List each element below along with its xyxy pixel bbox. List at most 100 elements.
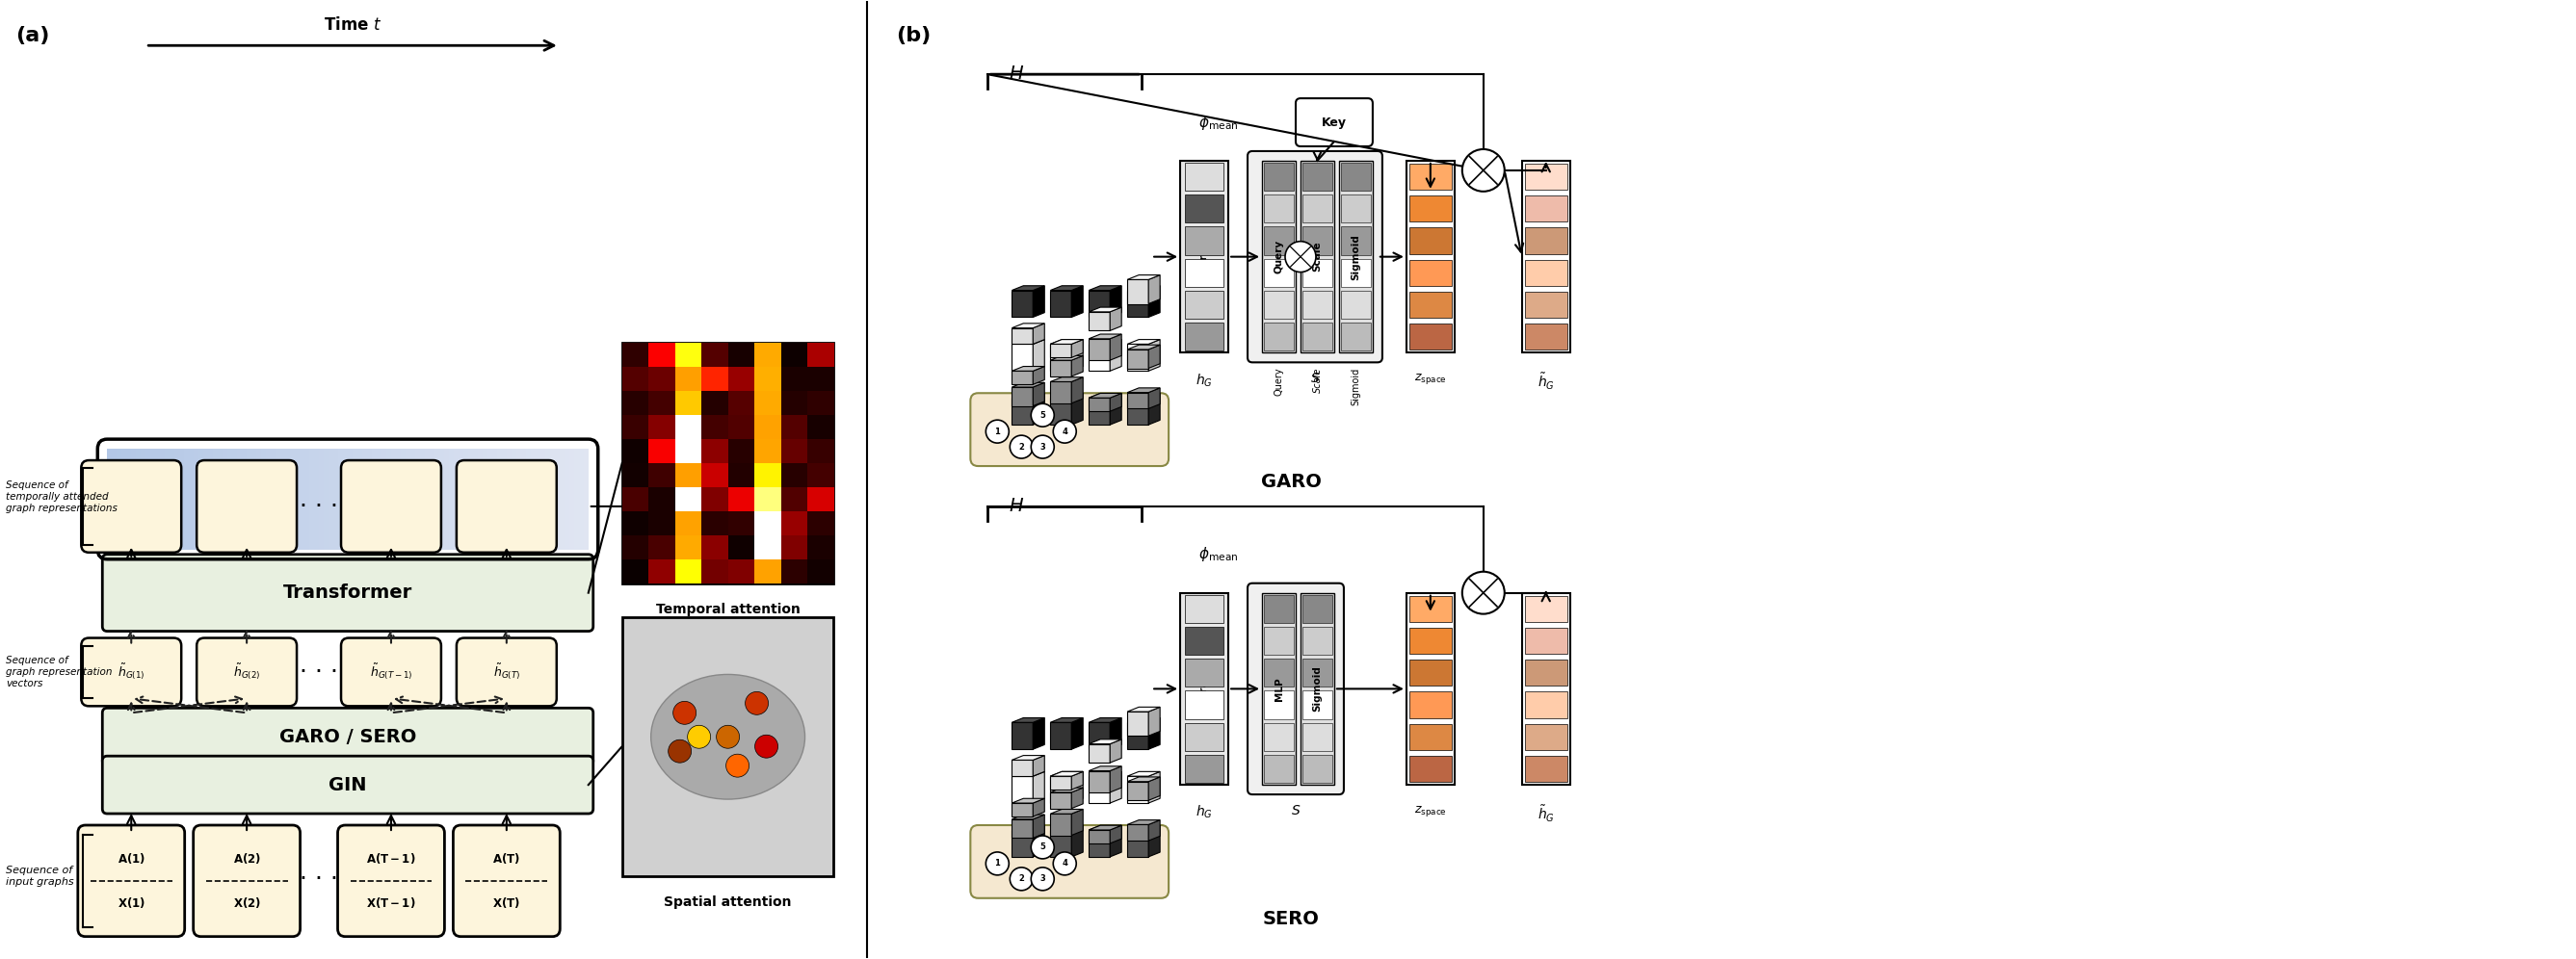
Bar — [1012, 830, 1033, 856]
Bar — [1090, 722, 1110, 749]
Text: $z_{\mathrm{space}}$: $z_{\mathrm{space}}$ — [1414, 804, 1448, 818]
FancyBboxPatch shape — [82, 638, 180, 706]
Polygon shape — [1072, 339, 1082, 371]
Bar — [564, 449, 569, 550]
Text: $h_{G_{\mathrm{dyn}}}$: $h_{G_{\mathrm{dyn}}}$ — [770, 498, 796, 515]
Bar — [1265, 322, 1293, 351]
FancyBboxPatch shape — [456, 460, 556, 552]
Bar — [1303, 163, 1332, 191]
Bar — [214, 449, 219, 550]
Text: GARO / SERO: GARO / SERO — [278, 728, 417, 746]
Bar — [580, 449, 585, 550]
Bar — [1185, 595, 1224, 623]
Text: · · ·: · · · — [299, 867, 337, 891]
Circle shape — [987, 420, 1010, 443]
Bar — [477, 449, 482, 550]
Bar — [425, 449, 430, 550]
FancyBboxPatch shape — [193, 825, 301, 937]
Circle shape — [688, 725, 711, 748]
Bar — [142, 449, 147, 550]
Text: $\tilde{h}_{G(T)}$: $\tilde{h}_{G(T)}$ — [492, 662, 520, 682]
Circle shape — [667, 739, 690, 762]
Bar — [1012, 398, 1033, 425]
FancyBboxPatch shape — [103, 708, 592, 765]
Text: $\tilde{h}_G$: $\tilde{h}_G$ — [1538, 804, 1553, 825]
Text: $\tilde{h}_G$: $\tilde{h}_G$ — [1538, 372, 1553, 392]
Circle shape — [1054, 420, 1077, 443]
Polygon shape — [1090, 739, 1121, 744]
Polygon shape — [1149, 286, 1159, 317]
Bar — [1525, 691, 1566, 718]
Bar — [1012, 722, 1033, 749]
Polygon shape — [1012, 826, 1043, 830]
Text: $\tilde{h}_{G(T-1)}$: $\tilde{h}_{G(T-1)}$ — [368, 662, 412, 682]
Bar — [1265, 163, 1293, 191]
Bar — [1303, 322, 1332, 351]
Text: 4: 4 — [1061, 859, 1066, 868]
FancyBboxPatch shape — [337, 825, 446, 937]
Text: Sigmoid: Sigmoid — [1350, 234, 1360, 280]
Polygon shape — [1072, 787, 1082, 808]
Polygon shape — [1072, 356, 1082, 376]
Bar — [1012, 760, 1033, 776]
Polygon shape — [1110, 739, 1121, 762]
Polygon shape — [1072, 772, 1082, 789]
Text: Key: Key — [1321, 116, 1347, 129]
Bar — [1342, 322, 1370, 351]
Text: Scale: Scale — [1314, 242, 1321, 272]
Bar — [116, 449, 121, 550]
Bar — [1185, 659, 1224, 687]
FancyBboxPatch shape — [1247, 583, 1345, 794]
Bar — [420, 449, 425, 550]
Polygon shape — [1110, 772, 1121, 803]
Text: Sigmoid: Sigmoid — [1350, 367, 1360, 405]
Bar — [1090, 830, 1110, 843]
Polygon shape — [1149, 387, 1159, 409]
Bar — [541, 449, 546, 550]
Polygon shape — [1072, 809, 1082, 835]
Bar — [1090, 398, 1110, 411]
FancyBboxPatch shape — [340, 460, 440, 552]
Text: $\mathbf{A(T)}$: $\mathbf{A(T)}$ — [492, 852, 520, 866]
Polygon shape — [1072, 393, 1082, 425]
Bar — [1342, 163, 1370, 191]
Bar — [464, 449, 469, 550]
Text: 3: 3 — [1041, 442, 1046, 451]
Bar — [1525, 724, 1566, 750]
Bar — [536, 449, 541, 550]
Bar — [520, 449, 526, 550]
Polygon shape — [1110, 766, 1121, 792]
Bar — [1525, 164, 1566, 190]
Bar — [170, 449, 175, 550]
Bar — [1128, 825, 1149, 841]
Polygon shape — [1128, 820, 1159, 825]
Bar — [1090, 344, 1110, 371]
Bar — [453, 449, 459, 550]
Circle shape — [1463, 572, 1504, 614]
Bar — [1409, 196, 1453, 222]
Bar — [1525, 323, 1566, 350]
Bar — [160, 449, 165, 550]
Bar — [1128, 398, 1149, 425]
Bar — [1051, 344, 1072, 358]
Bar — [222, 449, 227, 550]
Bar — [1265, 291, 1293, 318]
Bar — [1090, 339, 1110, 361]
Bar — [1342, 226, 1370, 255]
FancyBboxPatch shape — [971, 825, 1170, 899]
Bar — [392, 449, 397, 550]
Bar — [1409, 323, 1453, 350]
Bar — [1409, 227, 1453, 254]
Bar — [1012, 371, 1033, 385]
Polygon shape — [1012, 756, 1043, 760]
Text: $\phi_{\mathrm{mean}}$: $\phi_{\mathrm{mean}}$ — [1198, 546, 1239, 564]
Bar — [1265, 226, 1293, 255]
Bar — [549, 449, 554, 550]
Bar — [276, 449, 281, 550]
FancyBboxPatch shape — [103, 554, 592, 631]
FancyBboxPatch shape — [971, 393, 1170, 466]
Text: Sequence of
input graphs: Sequence of input graphs — [5, 866, 75, 886]
Bar — [376, 449, 381, 550]
Bar — [1128, 392, 1149, 409]
Bar — [247, 449, 252, 550]
